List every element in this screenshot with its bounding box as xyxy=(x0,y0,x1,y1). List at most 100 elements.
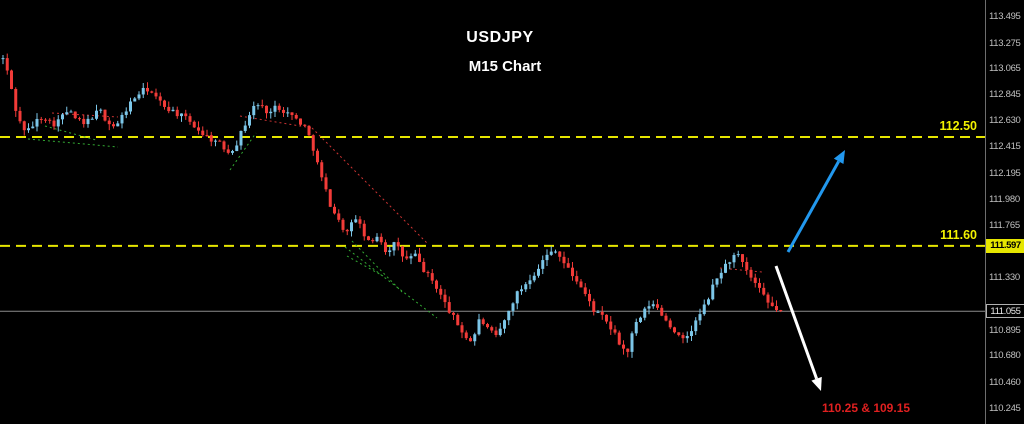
candle-body xyxy=(702,304,706,315)
dotted-trendline[interactable] xyxy=(239,115,313,129)
candle-body xyxy=(634,322,638,334)
candle-body xyxy=(753,277,757,283)
candle-body xyxy=(575,276,579,282)
candle-body xyxy=(1,58,5,60)
candle-body xyxy=(464,332,468,339)
candle-body xyxy=(617,332,621,345)
candle-body xyxy=(27,128,30,131)
candle-body xyxy=(583,287,587,294)
candle-body xyxy=(341,219,345,230)
candle-body xyxy=(180,113,183,117)
candle-body xyxy=(732,255,736,263)
axis-price-label: 112.195 xyxy=(989,167,1021,179)
candle-body xyxy=(61,114,64,120)
candle-body xyxy=(150,91,154,93)
chart-subtitle: M15 Chart xyxy=(468,58,542,75)
dotted-trendline[interactable] xyxy=(311,127,429,245)
candle-body xyxy=(447,302,451,313)
candle-body xyxy=(226,149,230,153)
candle-body xyxy=(711,284,715,300)
candle-body xyxy=(137,94,141,99)
candle-body xyxy=(685,336,689,339)
candle-body xyxy=(779,310,783,312)
candle-body xyxy=(549,251,553,255)
candle-body xyxy=(112,124,115,127)
candle-body xyxy=(639,317,642,323)
candle-body xyxy=(141,87,145,95)
candle-body xyxy=(430,273,434,281)
candle-body xyxy=(392,242,396,251)
candle-body xyxy=(490,327,494,331)
candle-body xyxy=(201,130,205,136)
chart-title: USDJPY xyxy=(466,29,534,46)
candle-body xyxy=(690,331,693,337)
candle-body xyxy=(660,307,664,316)
candle-body xyxy=(596,311,600,313)
target-prices-label: 110.25 & 109.15 xyxy=(821,401,911,415)
dotted-trendline[interactable] xyxy=(27,138,119,148)
candle-body xyxy=(350,222,353,232)
candle-body xyxy=(243,125,247,131)
candle-body xyxy=(736,254,740,256)
candle-body xyxy=(345,229,349,232)
candle-body xyxy=(277,105,281,110)
level-price-tag: 111.597 xyxy=(986,238,1024,253)
candle-body xyxy=(133,98,137,102)
dotted-trendline[interactable] xyxy=(44,125,97,141)
candle-body xyxy=(124,111,128,115)
axis-price-label: 111.765 xyxy=(989,219,1020,231)
candle-body xyxy=(758,282,761,288)
candle-body xyxy=(290,112,294,115)
bearish-scenario-arrow-head[interactable] xyxy=(811,376,822,391)
candle-body xyxy=(56,119,60,127)
bullish-scenario-arrow[interactable] xyxy=(786,160,840,253)
dotted-trendline[interactable] xyxy=(719,267,763,273)
candle-body xyxy=(554,251,557,253)
price-axis[interactable]: 111.597 111.055 113.495 113.275 113.065 112… xyxy=(985,0,1024,424)
candle-body xyxy=(396,242,400,247)
dotted-trendline[interactable] xyxy=(346,255,384,277)
candle-body xyxy=(320,162,324,178)
candle-body xyxy=(256,105,260,107)
candle-body xyxy=(273,105,277,112)
resistance-level-label[interactable]: 112.50 xyxy=(939,119,977,133)
candle-body xyxy=(303,124,307,126)
candle-body xyxy=(486,324,489,328)
candle-body xyxy=(35,118,39,127)
candle-body xyxy=(239,130,243,146)
candle-body xyxy=(307,125,311,136)
axis-price-label: 112.630 xyxy=(989,115,1021,127)
candle-body xyxy=(269,111,273,114)
candle-body xyxy=(426,272,430,274)
candle-body xyxy=(337,213,341,220)
candle-body xyxy=(48,119,52,121)
candle-body xyxy=(775,306,778,311)
candle-body xyxy=(477,319,481,335)
axis-price-label: 113.065 xyxy=(989,62,1021,74)
candle-body xyxy=(439,288,443,295)
candle-body xyxy=(222,141,226,150)
candle-body xyxy=(545,254,549,261)
candle-body xyxy=(647,306,651,309)
candle-body xyxy=(728,262,732,264)
candle-body xyxy=(14,88,18,111)
dotted-trendline[interactable] xyxy=(344,246,438,319)
bid-price-tag: 111.055 xyxy=(986,304,1024,319)
axis-price-label: 112.845 xyxy=(989,89,1021,101)
candle-body xyxy=(188,116,192,122)
bearish-scenario-arrow[interactable] xyxy=(774,265,819,380)
candle-body xyxy=(379,236,383,243)
candle-body xyxy=(163,100,166,107)
candle-body xyxy=(18,110,22,122)
support-level-label[interactable]: 111.60 xyxy=(940,227,977,242)
bullish-scenario-arrow-head[interactable] xyxy=(833,150,845,165)
candle-body xyxy=(39,118,43,120)
candle-body xyxy=(22,121,26,131)
candle-body xyxy=(418,253,421,262)
candle-body xyxy=(316,150,319,163)
axis-price-label: 111.330 xyxy=(989,272,1020,284)
dotted-trendline[interactable] xyxy=(351,240,403,293)
candle-body xyxy=(600,311,604,315)
